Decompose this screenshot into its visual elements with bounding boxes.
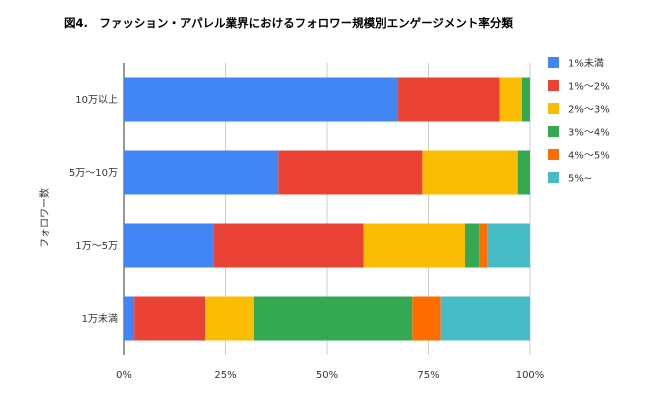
legend-label: 2%～3% [568,105,610,116]
bar-segment [521,77,530,122]
chart-title: 図4. ファッション・アパレル業界におけるフォロワー規模別エンゲージメント率分類 [64,16,513,30]
legend-swatch [548,80,559,91]
bar-segment [213,223,364,268]
bar-segment [363,223,466,268]
bar-segment [124,150,279,195]
bar-segment [422,150,518,195]
plot-area [124,77,530,341]
legend-label: 3%～4% [568,128,610,139]
y-axis-labels: 10万以上 5万～10万 1万～5万 1万未満 [69,94,118,325]
bar-segment [479,223,488,268]
legend-swatch [548,57,559,68]
x-axis-labels: 0% 25% 50% 75% 100% [116,370,544,381]
legend-label: 4%～5% [568,151,610,162]
bar-segment [517,150,530,195]
y-category-label: 1万未満 [82,313,118,325]
legend-label: 5%~ [568,174,592,185]
legend-swatch [548,103,559,114]
bar-segment [124,296,135,341]
x-tick-label: 50% [316,370,338,381]
x-tick-label: 25% [214,370,236,381]
bar-segment [465,223,480,268]
legend-label: 1%未満 [568,58,604,70]
bar-segment [412,296,441,341]
bar-segment [124,223,214,268]
bar-segment [440,296,530,341]
bar-segment [124,77,399,122]
x-tick-label: 0% [116,370,132,381]
y-category-label: 1万～5万 [75,241,118,252]
legend-swatch [548,126,559,137]
legend-swatch [548,172,559,183]
bar-segment [253,296,413,341]
bar-segment [398,77,500,122]
legend-label: 1%～2% [568,82,610,93]
bar-segment [134,296,206,341]
bar-segment [499,77,522,122]
y-category-label: 5万～10万 [69,168,118,179]
y-axis-title: フォロワー数 [38,188,51,248]
bar-segment [205,296,254,341]
legend-swatch [548,149,559,160]
bar-segment [278,150,423,195]
x-tick-label: 100% [516,370,545,381]
legend: 1%未満 1%～2% 2%～3% 3%～4% 4%～5% 5%~ [548,57,610,185]
y-category-label: 10万以上 [75,94,118,106]
x-tick-label: 75% [417,370,439,381]
bar-segment [487,223,530,268]
